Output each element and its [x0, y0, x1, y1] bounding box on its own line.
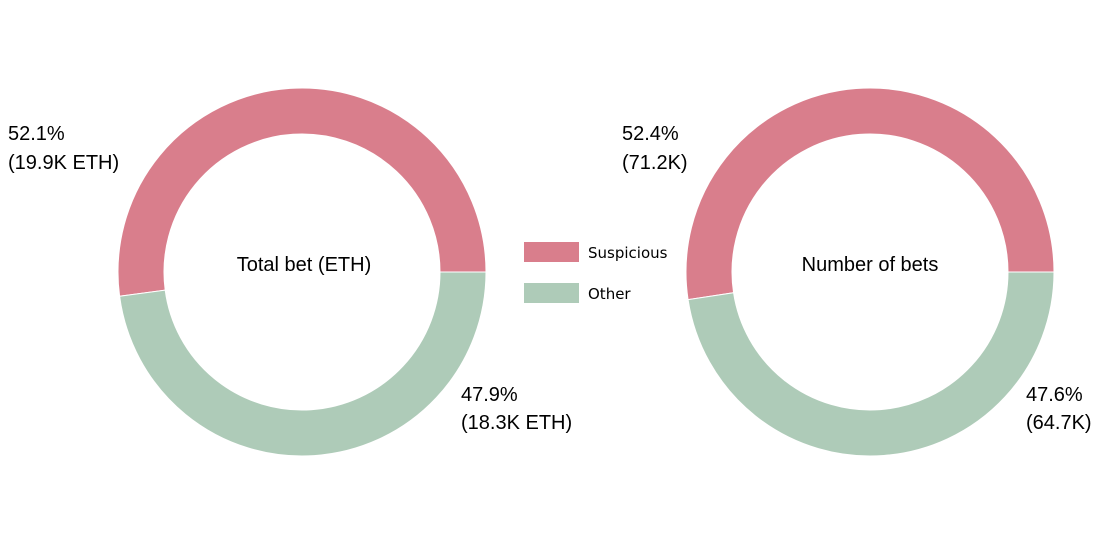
donut-slice-total-bet-suspicious: [117, 87, 487, 297]
legend-swatch-other: [524, 283, 579, 303]
slice-value-label-number-of-bets-suspicious: (71.2K): [622, 152, 688, 174]
donut-chart-number-of-bets: [685, 87, 1055, 457]
donut-chart-total-bet: [117, 87, 487, 457]
legend-swatch-suspicious: [524, 242, 579, 262]
slice-value-label-total-bet-suspicious: (19.9K ETH): [8, 152, 119, 174]
slice-pct-label-total-bet-other: 47.9%: [461, 384, 518, 406]
legend: Suspicious Other: [524, 242, 668, 303]
donut-center-label-number-of-bets: Number of bets: [802, 254, 939, 276]
slice-value-label-total-bet-other: (18.3K ETH): [461, 412, 572, 434]
slice-pct-label-number-of-bets-suspicious: 52.4%: [622, 123, 679, 145]
donut-slice-number-of-bets-other: [687, 271, 1055, 457]
legend-label-suspicious: Suspicious: [588, 244, 668, 262]
donut-slice-number-of-bets-suspicious: [685, 87, 1055, 301]
slice-pct-label-total-bet-suspicious: 52.1%: [8, 123, 65, 145]
donut-center-label-total-bet: Total bet (ETH): [237, 254, 371, 276]
slice-value-label-number-of-bets-other: (64.7K): [1026, 412, 1092, 434]
slice-pct-label-number-of-bets-other: 47.6%: [1026, 384, 1083, 406]
donut-slice-total-bet-other: [119, 271, 487, 457]
legend-label-other: Other: [588, 285, 631, 303]
